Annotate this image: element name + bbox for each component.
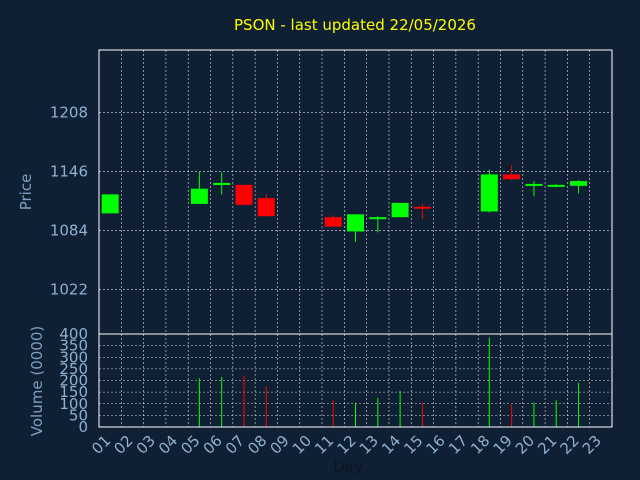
volume-tick-label: 0 (78, 418, 88, 436)
candle-body (391, 202, 409, 218)
candle (190, 171, 208, 204)
candle-body (213, 182, 231, 185)
x-axis-label: Day (333, 458, 363, 476)
volume-tick-label: 150 (59, 383, 88, 401)
candle (347, 214, 364, 242)
candle (213, 172, 231, 195)
candle (101, 194, 119, 214)
volume-tick-label: 350 (59, 337, 88, 355)
candle (525, 181, 543, 197)
x-axis: 0102030405060708091011121314151617181920… (88, 432, 605, 458)
volume-bars (198, 337, 580, 427)
volume-tick-label: 400 (59, 325, 88, 343)
price-tick-label: 1084 (50, 221, 88, 239)
volume-grid (99, 334, 612, 427)
candle-body (235, 184, 253, 205)
candle (503, 164, 521, 181)
candle (369, 216, 387, 233)
volume-tick-label: 250 (59, 360, 88, 378)
candle (257, 194, 275, 217)
chart-title: PSON - last updated 22/05/2026 (234, 16, 476, 34)
x-tick-label: 23 (579, 432, 605, 458)
price-panel: 1022 1084 1146 1208 (50, 49, 613, 335)
candle-body (480, 174, 498, 212)
candle (413, 203, 431, 220)
price-tick-label: 1208 (50, 104, 88, 122)
candle-body (101, 194, 119, 214)
candles (101, 164, 588, 242)
volume-tick-label: 50 (69, 406, 88, 424)
candle-body (369, 217, 387, 220)
volume-tick-label: 300 (59, 348, 88, 366)
candle-body (547, 184, 565, 187)
candle-body (190, 188, 208, 204)
candle-body (503, 174, 521, 180)
volume-tick-label: 200 (59, 372, 88, 390)
price-grid (99, 50, 612, 334)
price-axis: 1022 1084 1146 1208 (50, 104, 88, 299)
volume-axis-label: Volume (0000) (28, 326, 46, 436)
candle-body (347, 214, 364, 232)
candle (570, 180, 588, 194)
volume-frame (98, 333, 613, 428)
candle-body (324, 217, 342, 227)
candle-body (570, 181, 588, 186)
candle (547, 183, 565, 187)
candle (391, 202, 409, 218)
price-frame (98, 49, 613, 335)
price-tick-label: 1146 (50, 163, 88, 181)
candle (324, 215, 342, 227)
volume-tick-label: 100 (59, 395, 88, 413)
candle (480, 169, 498, 213)
candle-body (413, 206, 431, 209)
price-tick-label: 1022 (50, 280, 88, 298)
candle-body (257, 198, 275, 217)
candle-body (525, 183, 543, 186)
candle (235, 184, 253, 205)
y-axis-label: Price (17, 174, 35, 211)
